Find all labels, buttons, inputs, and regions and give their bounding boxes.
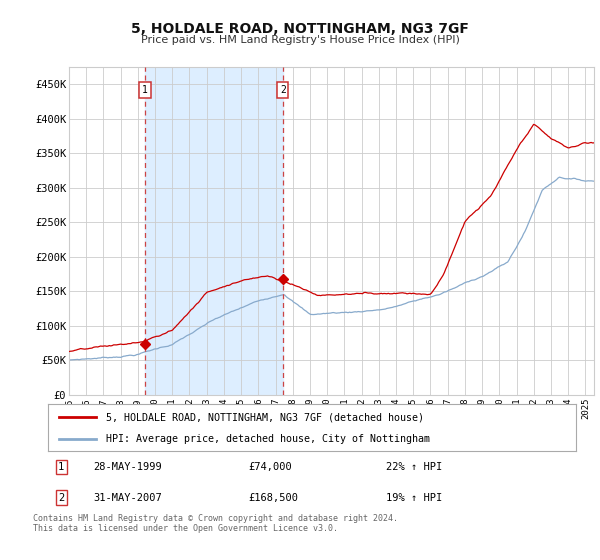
Text: HPI: Average price, detached house, City of Nottingham: HPI: Average price, detached house, City… — [106, 434, 430, 444]
Text: 2: 2 — [280, 85, 286, 95]
Text: 31-MAY-2007: 31-MAY-2007 — [93, 493, 161, 502]
Text: 2: 2 — [58, 493, 64, 502]
Text: 19% ↑ HPI: 19% ↑ HPI — [386, 493, 442, 502]
Text: £74,000: £74,000 — [248, 462, 292, 472]
Text: £168,500: £168,500 — [248, 493, 299, 502]
Text: 22% ↑ HPI: 22% ↑ HPI — [386, 462, 442, 472]
Text: 5, HOLDALE ROAD, NOTTINGHAM, NG3 7GF: 5, HOLDALE ROAD, NOTTINGHAM, NG3 7GF — [131, 22, 469, 36]
Text: 5, HOLDALE ROAD, NOTTINGHAM, NG3 7GF (detached house): 5, HOLDALE ROAD, NOTTINGHAM, NG3 7GF (de… — [106, 412, 424, 422]
Bar — [145, 67, 283, 395]
Text: 28-MAY-1999: 28-MAY-1999 — [93, 462, 161, 472]
Text: Contains HM Land Registry data © Crown copyright and database right 2024.
This d: Contains HM Land Registry data © Crown c… — [33, 514, 398, 533]
Text: 1: 1 — [58, 462, 64, 472]
Text: Price paid vs. HM Land Registry's House Price Index (HPI): Price paid vs. HM Land Registry's House … — [140, 35, 460, 45]
Text: 1: 1 — [142, 85, 148, 95]
